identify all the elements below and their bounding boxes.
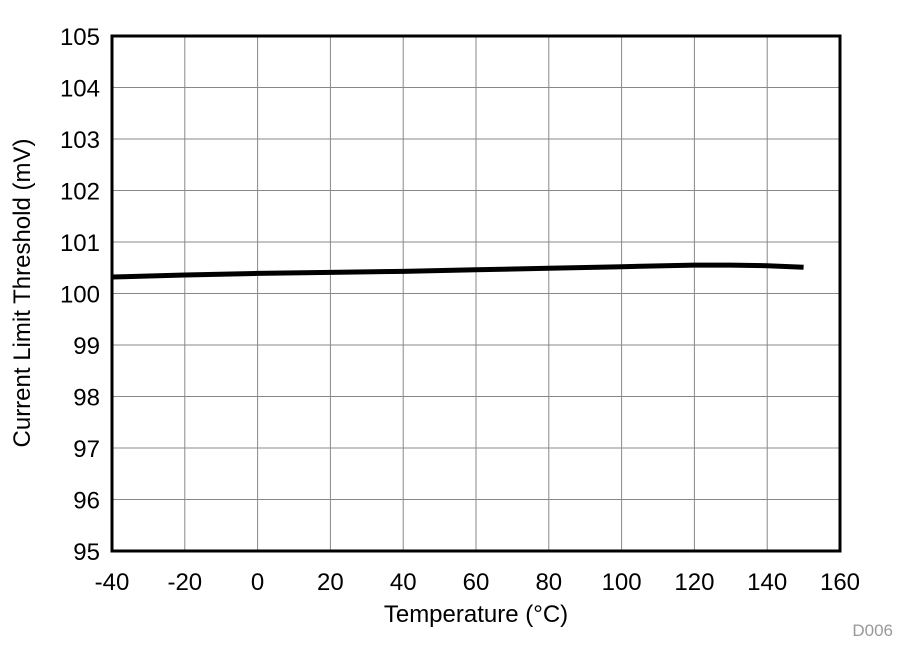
- y-axis-label: Current Limit Threshold (mV): [9, 139, 36, 448]
- x-tick-label: -20: [167, 569, 202, 596]
- x-tick-label: 120: [674, 569, 714, 596]
- x-tick-label: 20: [317, 569, 344, 596]
- x-tick-label: 100: [602, 569, 642, 596]
- y-tick-label: 96: [73, 488, 100, 515]
- y-tick-label: 98: [73, 385, 100, 412]
- plot-frame: [110, 34, 842, 553]
- figure-id-annotation: D006: [852, 621, 893, 640]
- y-tick-label: 103: [60, 127, 100, 154]
- series-line: [111, 262, 804, 280]
- y-tick-label: 100: [60, 282, 100, 309]
- y-tick-label: 105: [60, 24, 100, 51]
- x-tick-label: 140: [747, 569, 787, 596]
- x-tick-label: 80: [535, 569, 562, 596]
- y-tick-label: 104: [60, 76, 100, 103]
- y-tick-label: 95: [73, 539, 100, 566]
- y-tick-label: 99: [73, 333, 100, 360]
- y-tick-label: 101: [60, 230, 100, 257]
- y-tick-label: 102: [60, 179, 100, 206]
- x-tick-label: 160: [820, 569, 860, 596]
- x-axis-label: Temperature (°C): [384, 601, 568, 628]
- x-tick-label: -40: [95, 569, 130, 596]
- y-tick-label: 97: [73, 436, 100, 463]
- x-tick-label: 0: [251, 569, 264, 596]
- x-tick-label: 40: [390, 569, 417, 596]
- x-tick-label: 60: [463, 569, 490, 596]
